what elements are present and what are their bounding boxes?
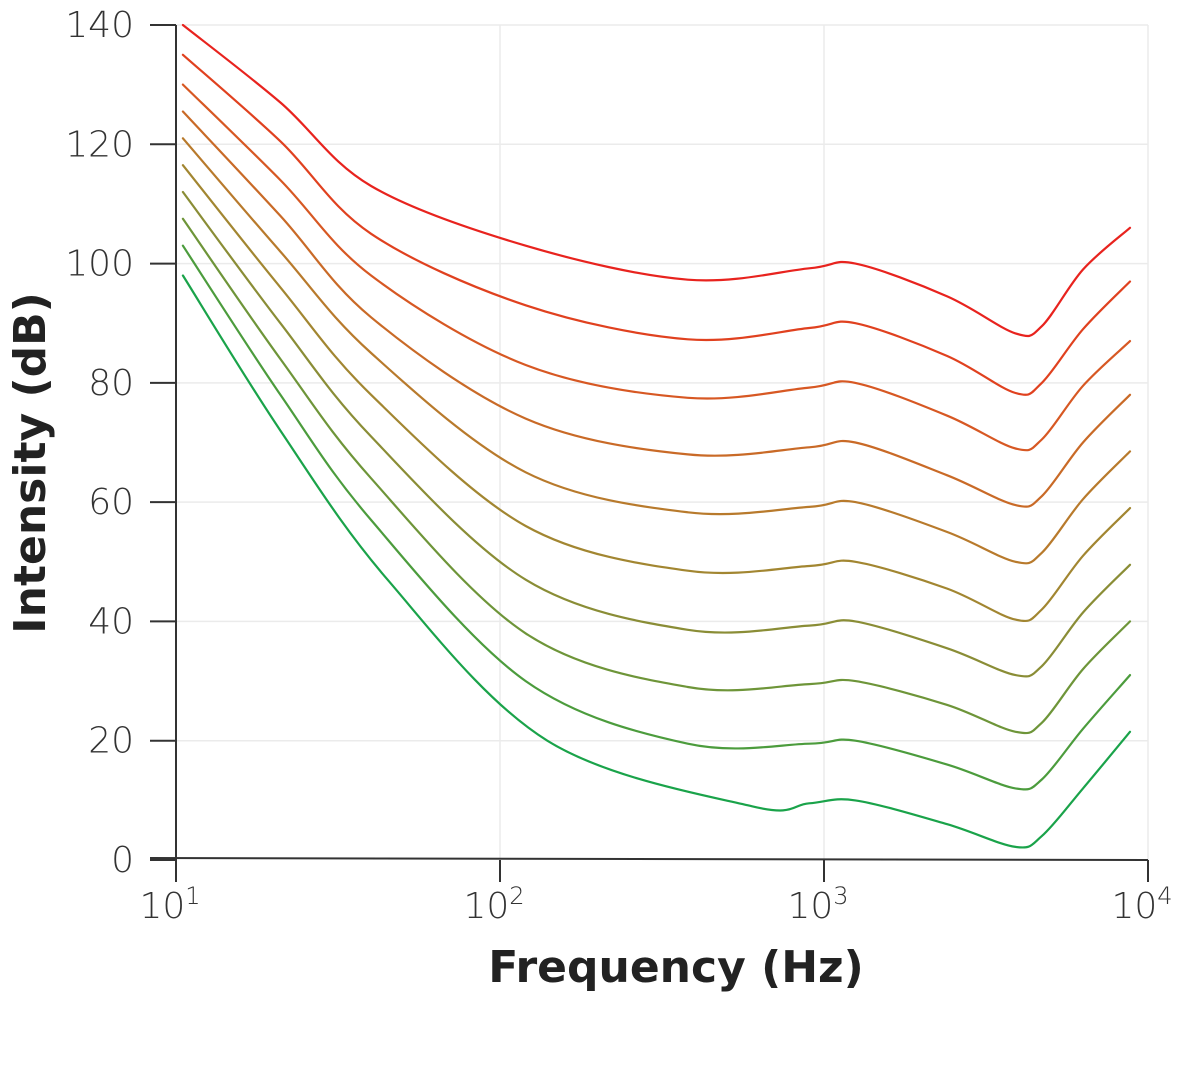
series-line-6 bbox=[181, 164, 1132, 623]
series-line-1 bbox=[181, 23, 1132, 338]
x-tick-label: 101 bbox=[139, 882, 200, 927]
x-ticks: 101 102 103 104 bbox=[139, 860, 1173, 927]
series-line-4 bbox=[181, 110, 1132, 508]
y-tick-label: 120 bbox=[65, 124, 134, 165]
x-axis-line bbox=[149, 857, 1149, 861]
series-line-9 bbox=[181, 244, 1132, 791]
x-tick-label: 102 bbox=[463, 882, 524, 927]
x-axis-title: Frequency (Hz) bbox=[488, 942, 864, 993]
series-line-2 bbox=[181, 53, 1132, 396]
x-tick-label: 104 bbox=[1111, 882, 1172, 927]
series-line-10 bbox=[181, 274, 1132, 849]
y-tick-label: 140 bbox=[65, 5, 134, 46]
series-line-7 bbox=[181, 190, 1132, 678]
axes bbox=[149, 25, 1149, 861]
y-tick-label: 60 bbox=[88, 482, 134, 523]
grid bbox=[176, 24, 1149, 860]
y-axis-title: Intensity (dB) bbox=[5, 292, 56, 633]
x-tick-label: 103 bbox=[787, 882, 848, 927]
y-tick-label: 40 bbox=[88, 601, 134, 642]
y-ticks: 0 20 40 60 80 100 120 140 bbox=[65, 5, 176, 881]
series-line-3 bbox=[181, 83, 1132, 452]
series-line-5 bbox=[181, 137, 1132, 565]
y-tick-label: 20 bbox=[88, 721, 134, 762]
y-tick-label: 0 bbox=[111, 840, 134, 881]
curves bbox=[181, 23, 1132, 849]
series-line-8 bbox=[181, 217, 1132, 735]
y-tick-label: 100 bbox=[65, 244, 134, 285]
y-tick-label: 80 bbox=[88, 363, 134, 404]
